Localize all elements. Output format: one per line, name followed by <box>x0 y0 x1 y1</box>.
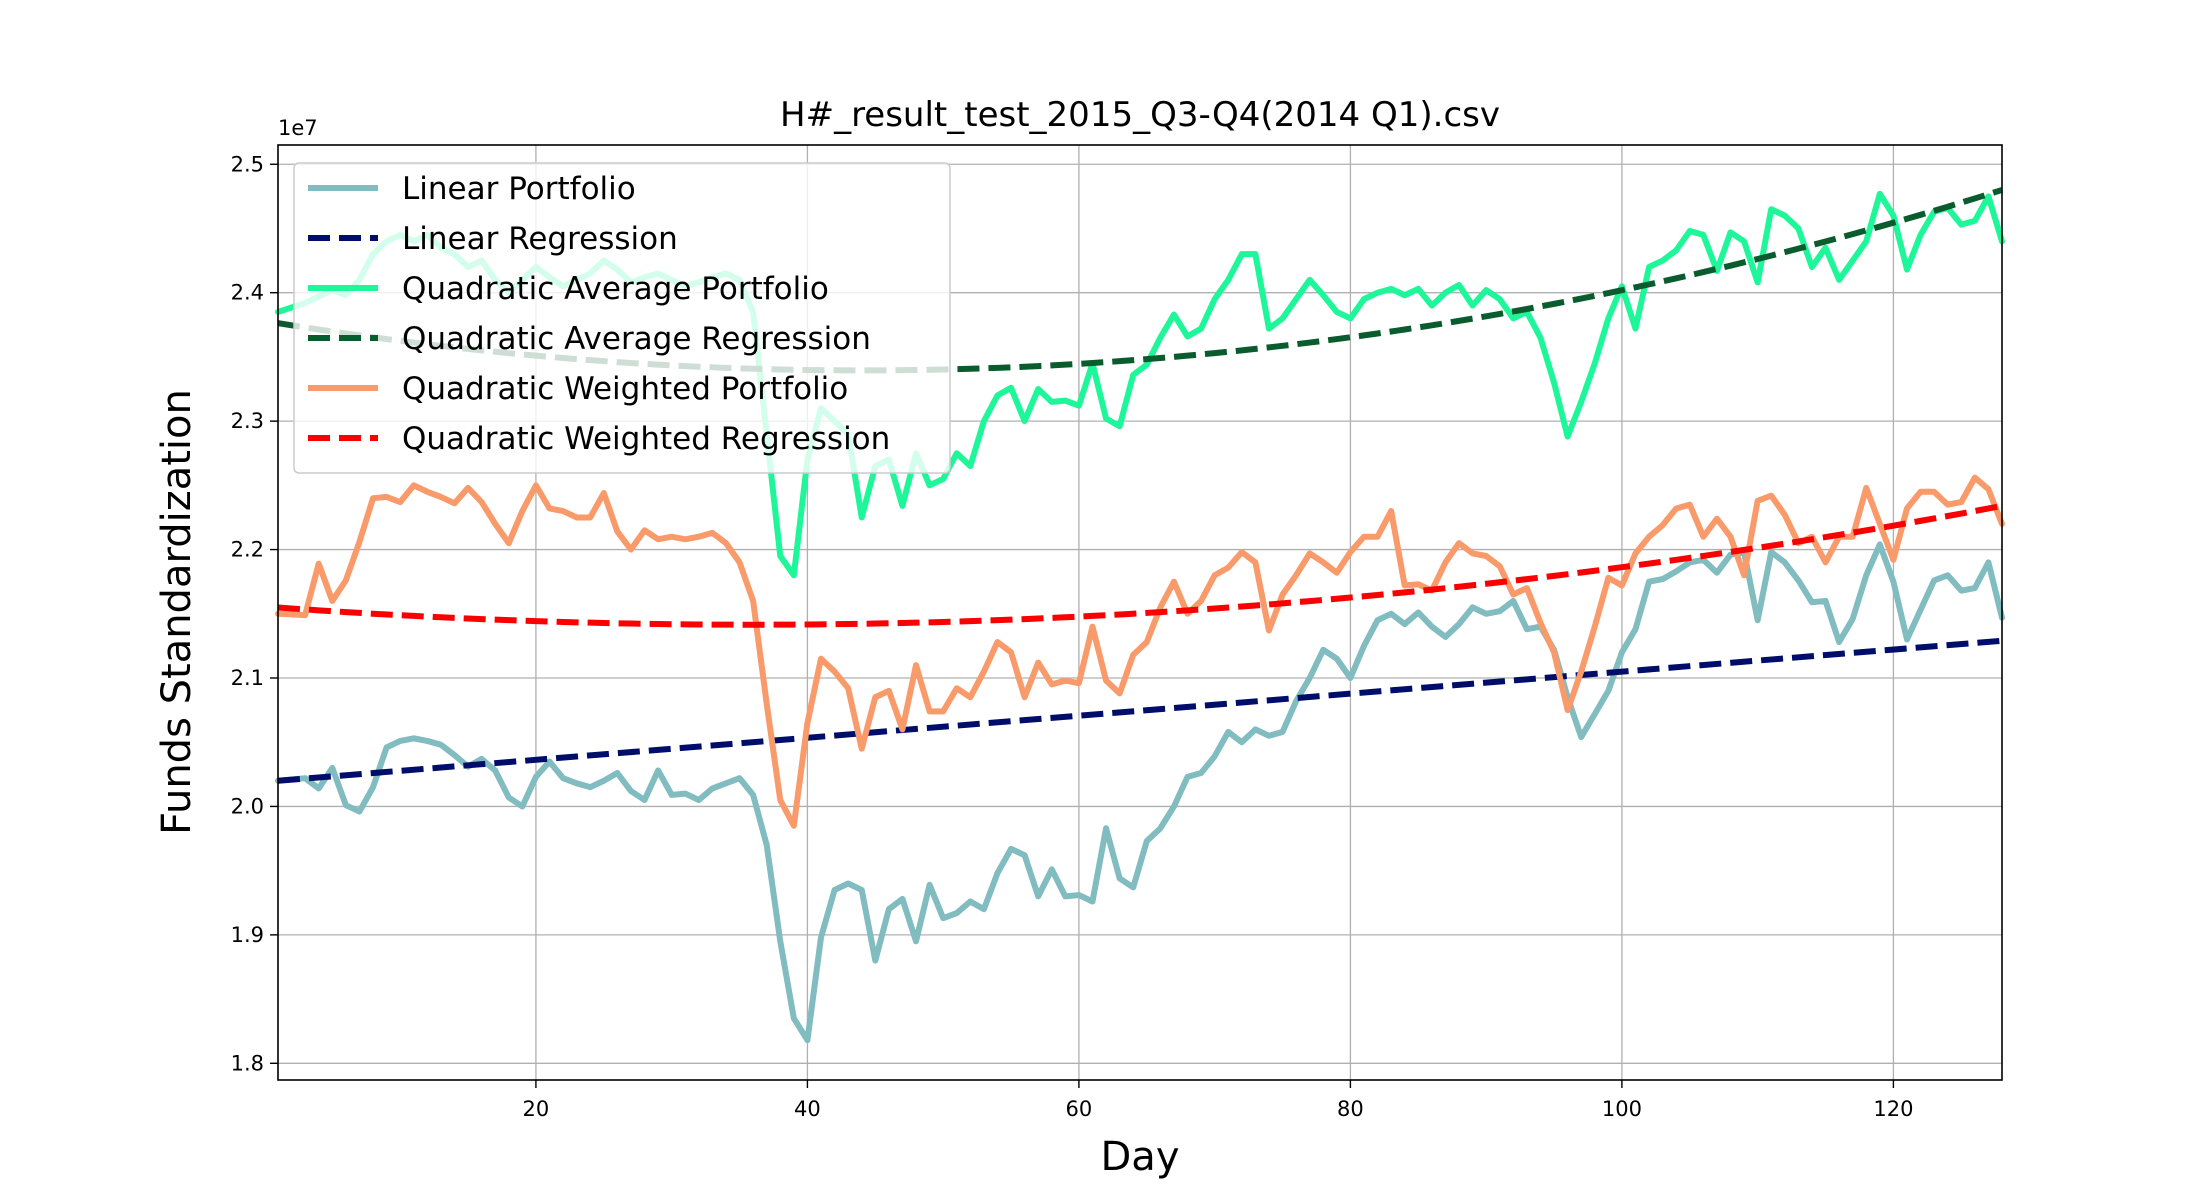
legend-label: Linear Portfolio <box>402 171 636 207</box>
x-tick-label: 80 <box>1337 1097 1364 1121</box>
legend-label: Quadratic Weighted Regression <box>402 421 890 457</box>
y-tick-label: 1.8 <box>231 1051 264 1075</box>
series-line-quadratic-weighted-regression <box>277 502 2003 628</box>
legend-label: Linear Regression <box>402 221 678 257</box>
y-axis-title: Funds Standardization <box>154 389 200 835</box>
series-line-linear-portfolio <box>275 541 2005 1044</box>
x-tick-label: 20 <box>523 1097 550 1121</box>
legend-box <box>293 162 951 474</box>
legend-label: Quadratic Average Regression <box>402 321 871 357</box>
y-tick-label: 2.4 <box>231 281 264 305</box>
series-line-linear-regression <box>277 637 2003 784</box>
y-tick-label: 2.1 <box>231 666 264 690</box>
x-tick-label: 40 <box>794 1097 821 1121</box>
x-tick-label: 100 <box>1602 1097 1642 1121</box>
y-tick-label: 2.5 <box>231 152 264 176</box>
y-tick-label: 2.3 <box>231 409 264 433</box>
legend: Linear Portfolio Linear Regression Quadrat… <box>293 162 951 474</box>
legend-label: Quadratic Weighted Portfolio <box>402 371 848 407</box>
chart-title: H#_result_test_2015_Q3-Q4(2014 Q1).csv <box>780 95 1500 135</box>
x-tick-label: 120 <box>1873 1097 1913 1121</box>
series-line-quadratic-weighted-portfolio <box>275 474 2005 829</box>
y-offset-label: 1e7 <box>278 116 318 140</box>
x-tick-label: 60 <box>1066 1097 1093 1121</box>
legend-label: Quadratic Average Portfolio <box>402 271 829 307</box>
y-tick-label: 1.9 <box>231 923 264 947</box>
plot-frame <box>277 144 2003 1081</box>
y-tick-label: 2.0 <box>231 794 264 818</box>
x-axis-title: Day <box>1101 1134 1180 1180</box>
y-tick-label: 2.2 <box>231 538 264 562</box>
axis-ticks: 20 40 60 80 100 120 1.8 1.9 2.0 2.1 2.2 2.3 2.4 2.5 <box>231 152 1914 1121</box>
